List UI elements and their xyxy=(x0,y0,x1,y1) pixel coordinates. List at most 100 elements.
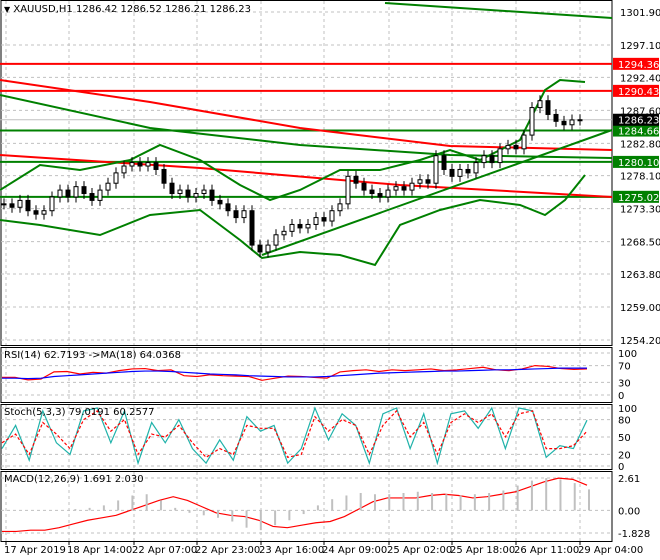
candle-body xyxy=(169,182,175,195)
candle-body xyxy=(121,165,127,174)
candle-body xyxy=(345,175,351,205)
candle-body xyxy=(49,196,55,212)
candle-body xyxy=(465,168,471,174)
level-tag xyxy=(613,84,659,97)
price-tick: 1301.90 xyxy=(620,8,660,19)
level-tag-text: 1290.43 xyxy=(618,87,659,98)
candle-body xyxy=(217,199,223,205)
ma-red-2 xyxy=(0,154,613,198)
level-tag xyxy=(613,124,659,137)
price-tick: 1282.80 xyxy=(620,139,660,150)
dropdown-triangle-icon[interactable]: ▼ xyxy=(4,5,11,14)
candle-body xyxy=(81,186,87,195)
price-tick: 1254.20 xyxy=(620,336,660,347)
candle-body xyxy=(129,162,135,167)
candle-body xyxy=(193,193,199,198)
indicator-tick: 70 xyxy=(618,362,631,373)
candle-body xyxy=(137,162,143,167)
candle-body xyxy=(305,223,311,229)
candle-body xyxy=(433,155,439,184)
candle-body xyxy=(329,210,335,222)
candle-body xyxy=(545,100,551,115)
candle-body xyxy=(505,144,511,150)
time-label: 25 Apr 02:00 xyxy=(387,545,452,556)
candle-body xyxy=(409,182,415,191)
candle-body xyxy=(17,199,23,208)
candle-body xyxy=(145,162,151,167)
candle-body xyxy=(257,244,263,253)
candle-body xyxy=(1,203,7,206)
price-tick: 1268.50 xyxy=(620,238,660,249)
candle-body xyxy=(529,107,535,136)
indicator-tick: 0 xyxy=(618,391,624,402)
candle-body xyxy=(321,217,327,222)
candle-body xyxy=(513,144,519,150)
time-label: 24 Apr 09:00 xyxy=(322,545,387,556)
bollinger-upper xyxy=(0,78,586,202)
candle-body xyxy=(353,175,359,184)
price-tick: 1273.30 xyxy=(620,205,660,216)
price-tick: 1278.10 xyxy=(620,172,660,183)
trendline-up xyxy=(261,129,613,256)
axes: 1301.90 1297.10 1292.40 1287.60 1282.80 1278.… xyxy=(4,8,660,556)
candle-body xyxy=(473,162,479,174)
candle-body xyxy=(73,186,79,198)
rsi-ma-line xyxy=(2,367,587,380)
candles xyxy=(1,95,583,258)
stoch-signal-line xyxy=(1,409,588,459)
time-label: 22 Apr 07:00 xyxy=(132,545,197,556)
trend-lines xyxy=(0,2,613,533)
ohlc: 1286.42 1286.52 1286.21 1286.23 xyxy=(75,4,251,15)
rsi-label: RSI(14) 62.7193 ->MA(18) 64.0368 xyxy=(4,350,181,361)
chart-header: ▼ XAUUSD,H1 1286.42 1286.52 1286.21 1286… xyxy=(4,4,251,15)
candle-body xyxy=(233,210,239,219)
candle-body xyxy=(417,179,423,184)
price-tick: 1297.10 xyxy=(620,41,660,52)
level-tag xyxy=(613,190,659,203)
candle-body xyxy=(185,189,191,198)
panel-frame xyxy=(0,347,613,403)
indicator-tick: -1.828 xyxy=(618,529,650,540)
candle-body xyxy=(553,113,559,122)
candle-body xyxy=(561,120,567,126)
candle-body xyxy=(497,148,503,164)
grid xyxy=(0,0,613,542)
candle-body xyxy=(297,223,303,229)
bollinger-lower xyxy=(0,174,586,267)
stoch-label: Stoch(5,3,3) 79.0191 60.2577 xyxy=(4,407,155,418)
candle-body xyxy=(249,210,255,246)
price-tag-text: 1286.23 xyxy=(618,116,659,127)
candle-body xyxy=(425,179,431,184)
candle-body xyxy=(113,172,119,184)
time-label: 22 Apr 23:00 xyxy=(195,545,260,556)
level-tag-text: 1280.10 xyxy=(618,158,659,169)
candle-body xyxy=(537,100,543,109)
candle-body xyxy=(153,162,159,170)
candle-body xyxy=(97,189,103,201)
candle-body xyxy=(25,199,31,212)
candle-body xyxy=(161,168,167,184)
candle-body xyxy=(385,189,391,198)
level-tag xyxy=(613,155,659,168)
candle-body xyxy=(393,186,399,191)
candle-body xyxy=(489,155,495,164)
symbol: XAUUSD,H1 xyxy=(13,4,73,15)
price-tag xyxy=(613,113,659,126)
time-label: 17 Apr 2019 xyxy=(4,545,66,556)
candle-body xyxy=(577,119,583,122)
level-tag-text: 1294.36 xyxy=(618,60,659,71)
candle-body xyxy=(225,203,231,212)
candle-body xyxy=(369,189,375,195)
candle-body xyxy=(457,168,463,177)
candle-body xyxy=(337,203,343,212)
candle-body xyxy=(521,134,527,150)
panel-frame xyxy=(0,471,613,542)
time-label: 23 Apr 16:00 xyxy=(259,545,324,556)
candle-body xyxy=(89,193,95,201)
candle-body xyxy=(105,182,111,191)
indicator-tick: 20 xyxy=(618,450,631,461)
indicator-tick: 100 xyxy=(618,404,637,415)
price-tick: 1263.80 xyxy=(620,270,660,281)
